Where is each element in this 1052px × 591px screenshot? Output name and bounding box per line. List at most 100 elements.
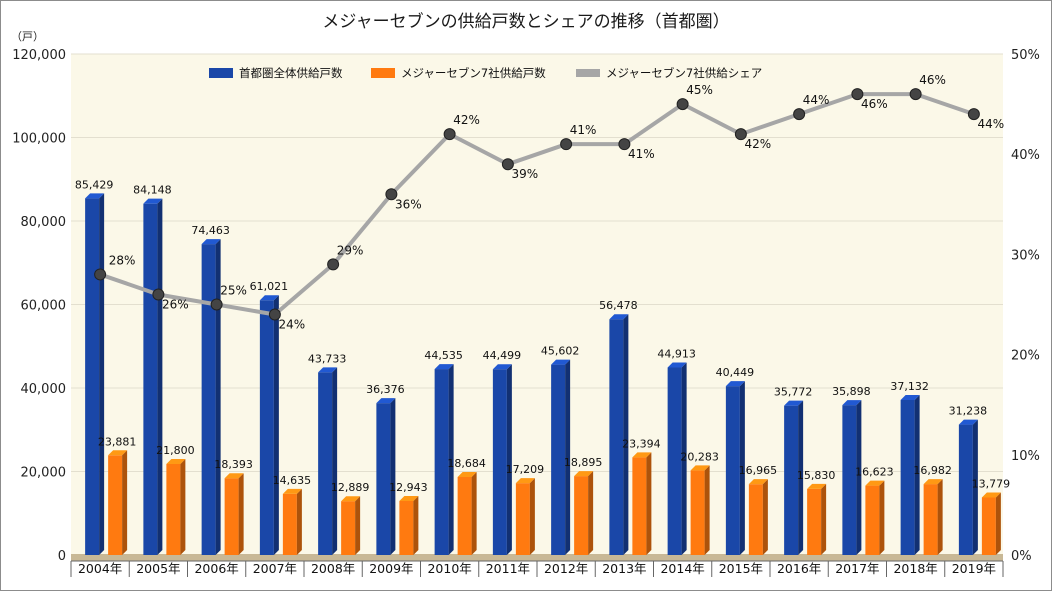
bar [318, 367, 338, 555]
bar-value-label: 35,772 [774, 386, 813, 399]
bar-top [900, 394, 920, 400]
bar-value-label: 56,478 [599, 299, 638, 312]
bar-front [282, 493, 297, 555]
bar [376, 398, 396, 555]
share-value-label: 41% [628, 147, 655, 161]
share-value-label: 26% [162, 297, 189, 311]
legend-label: メジャーセブン7社供給戸数 [401, 66, 546, 80]
bar-front [551, 364, 566, 555]
bar-side [390, 398, 396, 555]
bar-value-label: 20,283 [680, 450, 719, 463]
bar-top [609, 314, 629, 320]
share-line [99, 92, 975, 317]
bar-side [332, 367, 338, 555]
data-labels: 85,429 84,148 74,463 61,021 43,733 36,376 44,5… [75, 73, 1010, 494]
share-point [618, 138, 631, 151]
share-value-label: 28% [109, 253, 136, 267]
bar [85, 193, 105, 555]
bar [667, 362, 687, 555]
bar-top [865, 480, 885, 486]
axes: 0 20,000 40,000 60,000 80,000 100,000 120,000 0… [12, 48, 1040, 577]
share-value-label: 24% [279, 318, 306, 332]
bar [166, 458, 186, 555]
y-left-tick-label: 0 [58, 549, 66, 564]
bar-side [180, 458, 186, 555]
bar-front [108, 455, 123, 555]
bar-front [609, 319, 624, 555]
share-point [909, 88, 922, 101]
bar [725, 381, 745, 555]
bar-top [515, 478, 535, 484]
x-tick-label: 2005年 [136, 561, 180, 576]
bar-value-label: 45,602 [541, 345, 580, 358]
bar-value-label: 44,913 [657, 347, 696, 360]
bar [981, 492, 1001, 555]
y-right-tick-label: 20% [1011, 349, 1040, 364]
y-left-tick-label: 100,000 [12, 132, 66, 147]
bar [958, 419, 978, 555]
y-left-tick-label: 80,000 [21, 215, 67, 230]
bar [900, 394, 920, 555]
bar-top [376, 398, 396, 404]
y-left-tick-label: 60,000 [21, 299, 67, 314]
legend-label: メジャーセブン7社供給シェア [606, 66, 762, 80]
share-point [676, 98, 689, 111]
bar-front [259, 300, 274, 555]
x-tick-label: 2009年 [369, 561, 413, 576]
bar [632, 452, 652, 555]
bar-value-label: 36,376 [366, 383, 405, 396]
bar-top [958, 419, 978, 425]
bar-value-label: 84,148 [133, 184, 172, 197]
bar-top [923, 479, 943, 485]
bar-top [574, 471, 594, 477]
bar-front [981, 497, 996, 555]
x-tick-label: 2004年 [78, 561, 122, 576]
bar [282, 488, 302, 555]
legend-label: 首都圏全体供給戸数 [239, 66, 343, 80]
bar [842, 400, 862, 555]
bar-side [529, 478, 535, 555]
legend-swatch [209, 68, 233, 78]
share-value-label: 45% [686, 83, 713, 97]
bar-value-label: 61,021 [250, 280, 289, 293]
bar-top [725, 381, 745, 387]
chart-floor [71, 554, 1003, 561]
bar-value-label: 40,449 [716, 366, 755, 379]
bar [748, 479, 768, 555]
bar-side [448, 364, 454, 555]
share-point [734, 128, 747, 141]
bar-top [748, 479, 768, 485]
share-value-label: 41% [570, 123, 597, 137]
bar [492, 364, 512, 555]
bar-value-label: 74,463 [191, 224, 230, 237]
y-axis-unit-label: （戸） [11, 30, 44, 43]
bar-front [900, 399, 915, 555]
bar [201, 239, 221, 555]
bar-side [413, 495, 419, 555]
bar-front [515, 483, 530, 555]
bar [574, 471, 594, 555]
bar-front [690, 470, 705, 555]
x-tick-label: 2006年 [194, 561, 238, 576]
x-tick-label: 2017年 [835, 561, 879, 576]
bar-front [574, 476, 589, 555]
x-tick-label: 2014年 [660, 561, 704, 576]
bar-front [842, 405, 857, 555]
bar-front [341, 501, 356, 555]
bar-value-label: 43,733 [308, 352, 347, 365]
bar [807, 483, 827, 555]
bar-front [224, 478, 239, 555]
share-value-label: 25% [220, 284, 247, 298]
bar-value-label: 18,684 [447, 457, 486, 470]
bar-value-label: 14,635 [273, 474, 312, 487]
y-right-tick-label: 50% [1011, 48, 1040, 63]
bar-front [434, 369, 449, 555]
bar-top [807, 483, 827, 489]
bar-top [108, 450, 128, 456]
bar-value-label: 23,394 [622, 437, 661, 450]
y-right-tick-label: 10% [1011, 449, 1040, 464]
share-value-label: 29% [337, 243, 364, 257]
bar-value-label: 37,132 [890, 380, 929, 393]
